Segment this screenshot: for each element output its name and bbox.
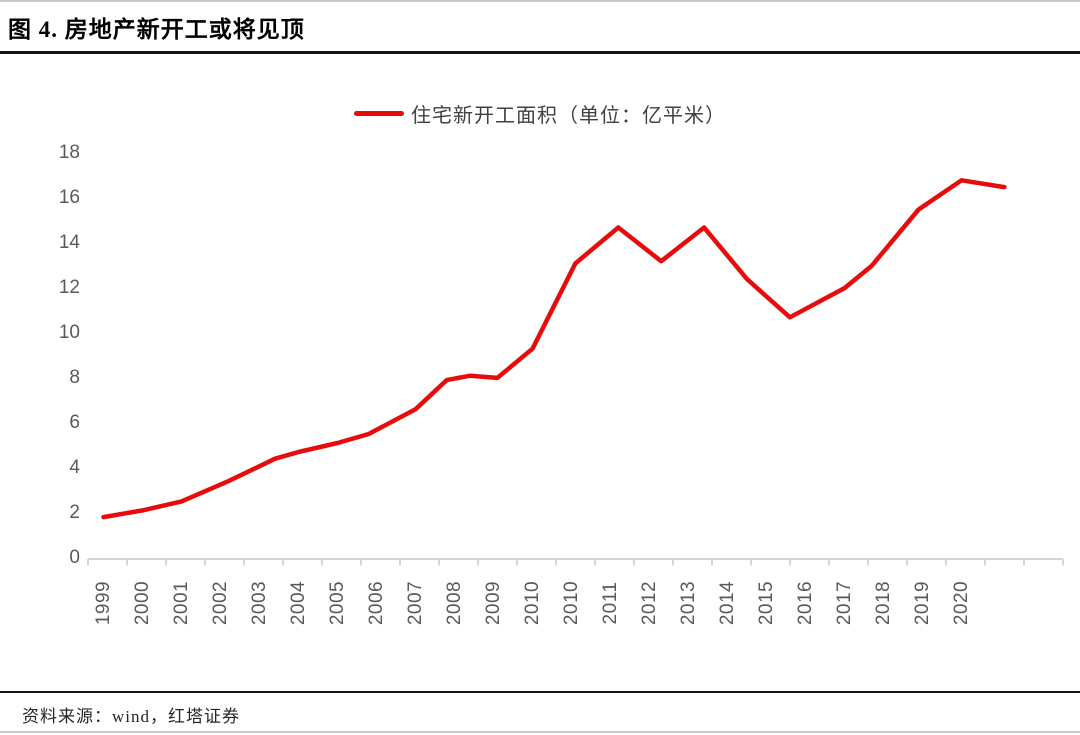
- y-axis-label: 12: [58, 277, 80, 299]
- page-title: 图 4. 房地产新开工或将见顶: [8, 17, 305, 42]
- y-axis-label: 18: [58, 142, 80, 164]
- y-axis-label: 10: [58, 322, 80, 343]
- y-axis-label: 16: [58, 187, 80, 209]
- x-axis-label: 2010: [521, 580, 543, 626]
- page-top-rule: [0, 0, 1080, 2]
- x-axis-label: 2002: [209, 580, 231, 626]
- legend-label: 住宅新开工面积（单位：亿平米）: [411, 105, 726, 127]
- y-axis-label: 2: [69, 501, 80, 523]
- x-axis-label: 2009: [482, 580, 504, 626]
- page-bottom-rule: [0, 731, 1080, 733]
- y-axis-label: 4: [69, 456, 80, 478]
- x-axis-label: 2018: [872, 580, 894, 626]
- x-axis-label: 2004: [287, 580, 309, 626]
- title-underline: [0, 51, 1080, 54]
- x-axis-label: 2015: [755, 580, 777, 626]
- x-axis-label: 2005: [326, 580, 348, 626]
- source-divider: [0, 691, 1080, 693]
- y-axis-label: 8: [69, 366, 80, 388]
- x-axis-label: 2007: [404, 580, 426, 626]
- y-axis-label: 6: [69, 411, 80, 433]
- x-axis-label: 1999: [92, 580, 114, 626]
- x-axis-label: 2020: [950, 580, 972, 626]
- x-axis-label: 2016: [794, 580, 816, 626]
- x-axis-label: 2012: [638, 580, 660, 626]
- legend: 住宅新开工面积（单位：亿平米）: [0, 99, 1080, 128]
- x-axis-label: 2001: [170, 580, 192, 626]
- series-line: [101, 178, 1007, 520]
- x-axis-label: 2017: [833, 580, 855, 626]
- x-axis-label: 2008: [443, 580, 465, 626]
- x-axis-label: 2013: [677, 580, 699, 626]
- x-axis-label: 2019: [911, 580, 933, 626]
- x-axis-label: 2006: [365, 580, 387, 626]
- x-axis-label: 2010: [560, 580, 582, 626]
- legend-line-swatch: [354, 111, 404, 116]
- y-axis-label: 14: [58, 232, 80, 254]
- x-axis-label: 2003: [248, 580, 270, 626]
- source-text: 资料来源：wind，红塔证券: [22, 707, 240, 726]
- x-axis-label: 2000: [131, 580, 153, 626]
- x-axis-label: 2014: [716, 580, 738, 626]
- x-axis-label: 2011: [599, 581, 621, 625]
- y-axis-label: 0: [69, 546, 80, 568]
